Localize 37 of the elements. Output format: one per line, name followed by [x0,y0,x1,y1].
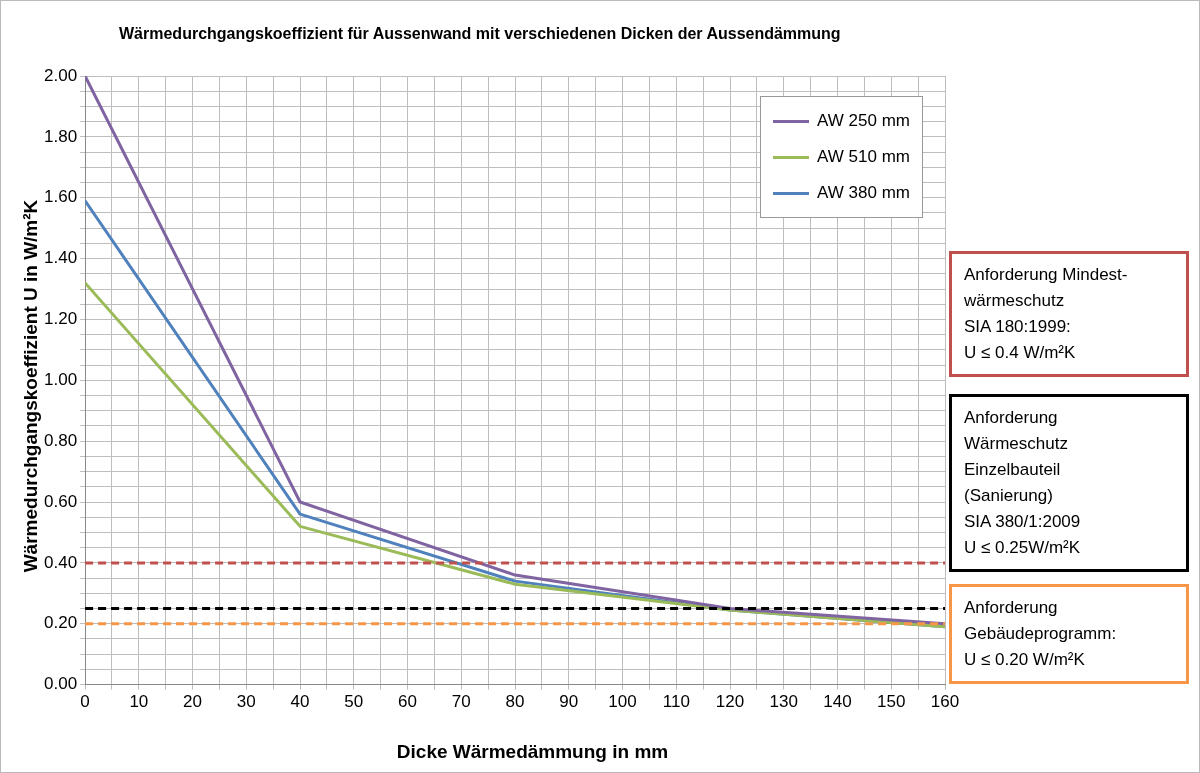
x-tick-label: 0 [80,692,90,712]
y-tick-label: 0.00 [43,674,78,694]
text: Anforderung Mindest- wärmeschutz SIA 180:1999: U ≤ 0.4 W/m²K [949,251,1189,377]
x-tick-label: 160 [930,692,960,712]
y-tick-label: 0.40 [43,552,78,572]
y-axis-title: Wärmedurchgangskoeffizient U in W/m²K [20,199,42,573]
x-tick-label: 110 [662,692,690,712]
text: Anforderung Gebäudeprogramm: U ≤ 0.20 W/m²K [949,584,1189,684]
x-tick-label: 70 [451,692,471,712]
x-tick-label: 90 [559,692,579,712]
y-tick-label: 1.60 [43,187,78,207]
y-tick-label: 1.00 [43,369,78,389]
y-tick-label: 0.60 [43,491,78,511]
y-tick-label: 1.80 [43,126,78,146]
y-tick-label: 1.20 [43,309,78,329]
x-tick-label: 40 [290,692,310,712]
chart-title: Wärmedurchgangskoeffizient für Aussenwand mit verschiedenen Dicken der Aussendämmung [119,25,841,43]
x-tick-label: 140 [823,692,852,712]
legend-label: AW 380 mm [817,183,910,203]
legend-label: AW 250 mm [817,111,910,131]
x-tick-label: 30 [236,692,256,712]
text: Anforderung Wärmeschutz Einzelbauteil (Sanierung) SIA 380/1:2009 U ≤ 0.25W/m²K [949,394,1189,572]
x-tick-label: 100 [608,692,637,712]
legend-label: AW 510 mm [817,147,910,167]
x-tick-label: 130 [769,692,798,712]
x-tick-label: 10 [129,692,149,712]
x-tick-label: 60 [398,692,418,712]
y-tick-label: 2.00 [43,65,78,85]
x-tick-label: 120 [715,692,745,712]
x-tick-label: 150 [877,692,906,712]
y-tick-label: 1.40 [43,248,78,268]
x-tick-label: 80 [505,692,525,712]
x-tick-label: 50 [344,692,364,712]
x-tick-label: 20 [183,692,203,712]
y-tick-label: 0.20 [43,613,78,633]
x-axis-title: Dicke Wärmedämmung in mm [395,741,670,763]
y-tick-label: 0.80 [43,430,78,450]
